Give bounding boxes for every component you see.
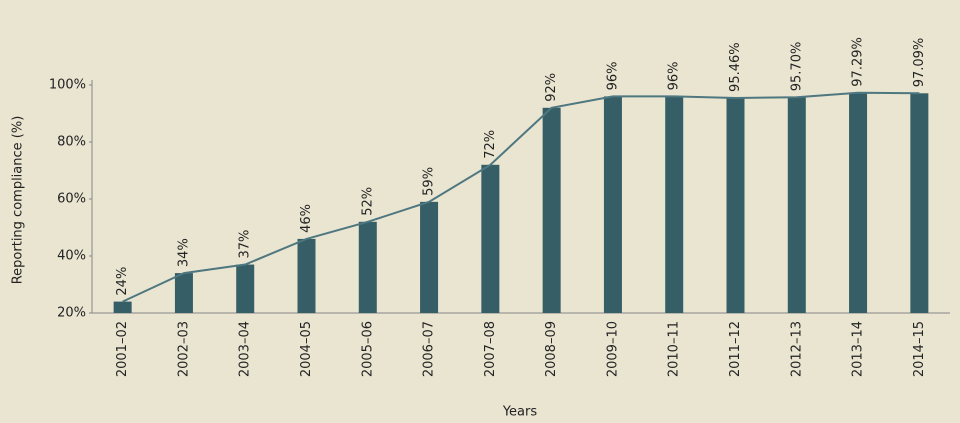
data-label: 52% <box>360 187 375 216</box>
y-tick-label: 100% <box>49 78 86 93</box>
line <box>122 91 920 303</box>
data-label: 97.29% <box>851 37 866 87</box>
x-tick-label: 2006–07 <box>422 321 437 377</box>
data-label: 95.70% <box>789 42 804 92</box>
bar <box>787 97 806 313</box>
x-tick-label: 2005–06 <box>360 321 375 377</box>
data-label: 96% <box>667 61 682 90</box>
data-label: 97.09% <box>912 38 927 88</box>
x-tick-label: 2001–02 <box>115 321 130 377</box>
data-label: 92% <box>544 73 559 102</box>
bar <box>542 107 561 313</box>
data-label: 72% <box>483 130 498 159</box>
bar <box>297 238 316 313</box>
bar <box>849 92 868 313</box>
x-axis-label: Years <box>502 405 538 420</box>
y-axis-label: Reporting compliance (%) <box>11 116 26 285</box>
x-tick-label: 2003–04 <box>238 321 253 377</box>
bar <box>481 164 500 313</box>
x-tick-label: 2008–09 <box>544 321 559 377</box>
x-tick-label: 2009–10 <box>605 321 620 377</box>
x-tick-label: 2010–11 <box>667 321 682 377</box>
bar <box>420 201 439 313</box>
bar <box>665 96 684 314</box>
data-label: 95.46% <box>728 42 743 92</box>
x-tick-label: 2011–12 <box>728 321 743 377</box>
x-tick-label: 2002–03 <box>176 321 191 377</box>
x-tick-label: 2013–14 <box>851 321 866 377</box>
bar <box>726 97 745 314</box>
bar <box>910 93 929 313</box>
x-tick-label: 2014–15 <box>912 321 927 377</box>
x-tick-label: 2007–08 <box>483 321 498 377</box>
data-label: 96% <box>605 61 620 90</box>
y-tick-label: 20% <box>57 306 86 321</box>
data-label: 34% <box>176 238 191 267</box>
x-tick-label: 2012–13 <box>789 321 804 377</box>
data-label: 59% <box>422 167 437 196</box>
y-tick-label: 60% <box>57 192 86 207</box>
x-tick-label: 2004–05 <box>299 321 314 377</box>
bar <box>174 273 193 313</box>
bar <box>358 221 377 313</box>
bar <box>236 264 255 313</box>
bar <box>603 96 622 314</box>
y-tick-label: 40% <box>57 249 86 264</box>
data-label: 37% <box>238 230 253 259</box>
y-tick-label: 80% <box>57 135 86 150</box>
bar <box>113 301 132 313</box>
data-label: 46% <box>299 204 314 233</box>
data-label: 24% <box>115 267 130 296</box>
